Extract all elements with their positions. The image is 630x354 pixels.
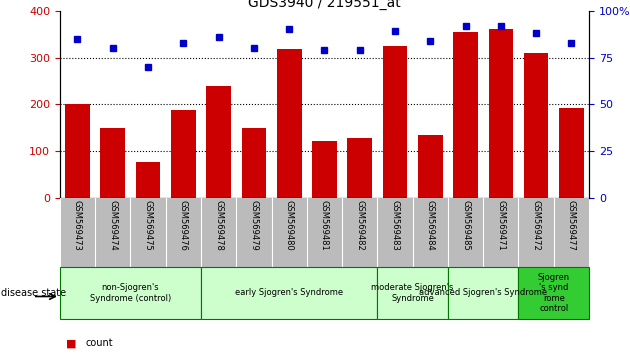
Bar xyxy=(65,104,90,198)
Bar xyxy=(377,267,448,319)
Bar xyxy=(453,32,478,198)
Text: GSM569476: GSM569476 xyxy=(179,200,188,251)
Text: GSM569474: GSM569474 xyxy=(108,200,117,251)
Bar xyxy=(488,29,513,198)
Text: GSM569477: GSM569477 xyxy=(567,200,576,251)
Text: GSM569483: GSM569483 xyxy=(391,200,399,251)
Text: early Sjogren's Syndrome: early Sjogren's Syndrome xyxy=(235,289,343,297)
Text: GSM569475: GSM569475 xyxy=(144,200,152,251)
Text: GSM569480: GSM569480 xyxy=(285,200,294,251)
Bar xyxy=(277,49,302,198)
Text: ■: ■ xyxy=(66,338,77,348)
Text: advanced Sjogren's Syndrome: advanced Sjogren's Syndrome xyxy=(419,289,547,297)
Bar xyxy=(171,110,196,198)
Bar xyxy=(524,53,549,198)
Text: GSM569481: GSM569481 xyxy=(320,200,329,251)
Text: GSM569478: GSM569478 xyxy=(214,200,223,251)
Text: GSM569471: GSM569471 xyxy=(496,200,505,251)
Text: disease state: disease state xyxy=(1,288,66,298)
Bar xyxy=(206,86,231,198)
Bar xyxy=(382,46,408,198)
Text: GSM569485: GSM569485 xyxy=(461,200,470,251)
Text: GSM569473: GSM569473 xyxy=(73,200,82,251)
Bar xyxy=(201,267,377,319)
Bar xyxy=(448,267,518,319)
Bar xyxy=(241,128,266,198)
Title: GDS3940 / 219551_at: GDS3940 / 219551_at xyxy=(248,0,401,10)
Bar xyxy=(559,108,584,198)
Bar xyxy=(347,138,372,198)
Text: GSM569479: GSM569479 xyxy=(249,200,258,251)
Bar xyxy=(312,141,337,198)
Bar xyxy=(418,135,443,198)
Bar xyxy=(60,267,201,319)
Bar xyxy=(518,267,589,319)
Text: GSM569472: GSM569472 xyxy=(532,200,541,251)
Text: non-Sjogren's
Syndrome (control): non-Sjogren's Syndrome (control) xyxy=(90,283,171,303)
Bar xyxy=(135,162,161,198)
Text: count: count xyxy=(85,338,113,348)
Text: GSM569482: GSM569482 xyxy=(355,200,364,251)
Text: GSM569484: GSM569484 xyxy=(426,200,435,251)
Bar xyxy=(100,128,125,198)
Text: moderate Sjogren's
Syndrome: moderate Sjogren's Syndrome xyxy=(372,283,454,303)
Text: Sjogren
's synd
rome
control: Sjogren 's synd rome control xyxy=(538,273,570,313)
